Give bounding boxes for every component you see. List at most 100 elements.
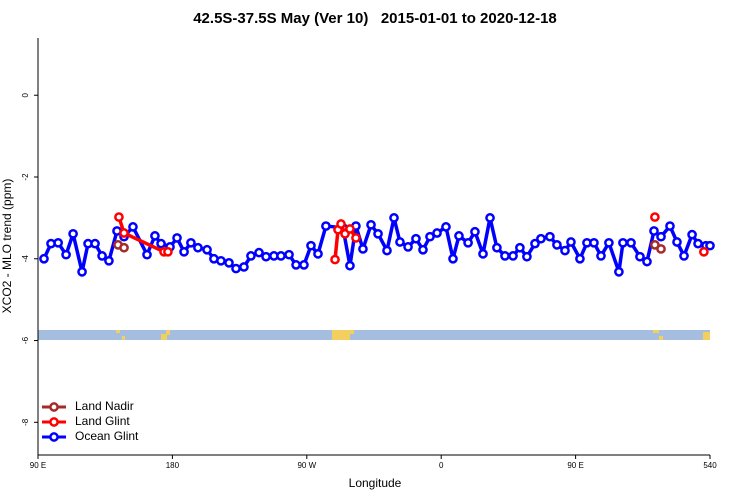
data-point [604, 237, 614, 248]
x-tick-label: 90 E [567, 461, 583, 470]
data-point [403, 242, 413, 252]
data-point [463, 237, 473, 248]
data-point [395, 237, 405, 247]
data-point [560, 245, 570, 256]
data-point [492, 242, 502, 253]
data-point [389, 213, 399, 223]
land-patch [659, 336, 663, 340]
data-point [336, 219, 346, 229]
x-tick-label: 540 [703, 461, 717, 470]
legend-swatch-point [49, 432, 59, 442]
chart-title: 42.5S-37.5S May (Ver 10) 2015-01-01 to 2… [193, 10, 557, 27]
data-point [216, 255, 226, 266]
data-point [552, 240, 562, 250]
data-point [345, 260, 355, 271]
land-patch [166, 330, 170, 335]
data-point [596, 251, 606, 261]
data-point [299, 260, 309, 270]
data-point [589, 237, 599, 248]
data-point [254, 247, 264, 258]
x-tick-label: 0 [439, 461, 444, 470]
data-point [330, 254, 340, 265]
data-point [432, 228, 442, 238]
land-patch [332, 330, 350, 340]
data-point [382, 245, 392, 256]
data-point [656, 231, 666, 242]
data-point [345, 224, 355, 234]
data-point [418, 244, 428, 255]
data-point [366, 219, 376, 230]
series [114, 212, 709, 265]
data-point [566, 237, 576, 247]
data-point [679, 251, 689, 261]
land-patch [116, 330, 120, 333]
data-point [128, 222, 138, 232]
data-point [246, 251, 256, 261]
data-point [284, 249, 294, 260]
data-point [545, 231, 555, 242]
land-patch [653, 330, 659, 333]
y-tick-label: 0 [21, 92, 30, 97]
data-point [485, 213, 495, 223]
land-patch [122, 336, 125, 340]
data-point [321, 221, 331, 231]
data-point [306, 240, 316, 251]
data-point [231, 263, 241, 274]
y-tick-label: -4 [21, 255, 30, 263]
data-point [536, 233, 546, 244]
data-point [693, 238, 703, 249]
data-point [618, 237, 628, 248]
data-point [665, 221, 675, 231]
data-point [313, 249, 323, 259]
data-point [193, 242, 203, 253]
legend-label: Ocean Glint [75, 429, 139, 443]
series [39, 213, 715, 277]
data-point [224, 258, 234, 268]
x-axis-label: Longitude [349, 476, 402, 490]
data-point [261, 251, 271, 262]
data-point [142, 249, 152, 260]
data-point [186, 237, 196, 248]
x-tick-label: 90 E [30, 461, 46, 470]
data-point [656, 244, 666, 254]
data-point [500, 251, 510, 261]
ocean-band [38, 330, 710, 340]
data-point [649, 226, 659, 236]
data-point [373, 228, 383, 239]
data-point [104, 255, 114, 266]
data-point [358, 244, 368, 254]
data-point [448, 253, 458, 264]
data-point [441, 222, 451, 232]
data-point [642, 256, 652, 267]
data-point [39, 253, 49, 264]
data-point [68, 228, 78, 239]
legend-swatch-point [49, 402, 59, 412]
data-point [478, 249, 488, 259]
data-point [97, 251, 107, 261]
data-point [650, 212, 660, 222]
data-point [530, 238, 540, 249]
surface-band [38, 330, 710, 340]
y-tick-label: -6 [21, 336, 30, 344]
land-patch [703, 332, 710, 340]
data-point [508, 251, 518, 261]
data-point [351, 233, 361, 243]
data-point [699, 246, 709, 257]
data-point [172, 233, 182, 243]
legend-swatch-point [49, 417, 59, 427]
x-tick-label: 180 [166, 461, 180, 470]
data-point [454, 231, 464, 241]
data-point [61, 249, 71, 260]
x-tick-label: 90 W [297, 461, 316, 470]
series [113, 240, 666, 254]
data-point [705, 240, 715, 251]
data-point [672, 237, 682, 247]
data-point [90, 238, 100, 249]
data-point [179, 246, 189, 257]
data-point [156, 238, 166, 249]
data-point [163, 246, 173, 257]
y-tick-label: -2 [21, 173, 30, 181]
data-point [575, 253, 585, 264]
data-point [53, 237, 64, 248]
